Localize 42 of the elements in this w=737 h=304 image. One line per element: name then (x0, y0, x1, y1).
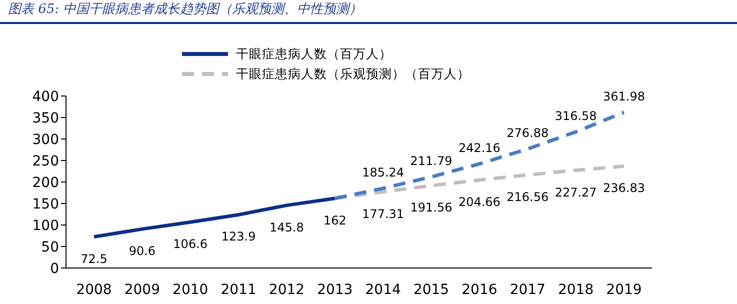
legend-label: 干眼症患病人数（百万人） (236, 46, 392, 62)
data-label: 191.56 (410, 200, 452, 215)
data-label: 185.24 (362, 165, 404, 180)
y-tick-label: 200 (32, 174, 59, 191)
data-label: 242.16 (458, 140, 500, 155)
y-tick-label: 400 (32, 88, 59, 105)
data-label: 211.79 (410, 154, 452, 168)
legend-label: 干眼症患病人数（乐观预测）（百万人） (236, 66, 470, 82)
data-label: 162 (323, 213, 346, 228)
data-label: 106.6 (173, 237, 208, 252)
y-tick-label: 350 (32, 110, 59, 126)
y-tick-label: 100 (32, 218, 59, 234)
x-tick-label: 2018 (558, 282, 594, 298)
data-label: 123.9 (221, 230, 256, 244)
x-tick-label: 2012 (268, 282, 305, 298)
x-tick-label: 2008 (76, 282, 112, 298)
y-tick-label: 150 (32, 196, 59, 212)
y-tick-label: 250 (32, 153, 59, 170)
data-label: 236.83 (603, 181, 645, 196)
x-tick-label: 2011 (220, 282, 256, 298)
data-label: 276.88 (506, 126, 549, 140)
y-tick-label: 0 (50, 260, 59, 277)
data-label: 90.6 (128, 244, 156, 258)
x-tick-label: 2013 (317, 282, 353, 298)
x-tick-label: 2009 (124, 282, 160, 298)
y-tick-label: 50 (41, 239, 59, 256)
data-label: 227.27 (554, 185, 597, 200)
y-tick-label: 300 (32, 132, 59, 148)
x-tick-label: 2010 (172, 282, 208, 298)
chart-title: 图表 65: 中国干眼病患者成长趋势图（乐观预测、中性预测） (8, 1, 362, 18)
x-tick-label: 2014 (365, 282, 401, 298)
data-label: 177.31 (362, 206, 404, 221)
data-label: 145.8 (270, 220, 304, 234)
data-label: 72.5 (80, 252, 108, 266)
data-label: 216.56 (506, 190, 549, 204)
data-label: 361.98 (603, 89, 645, 104)
x-tick-label: 2017 (510, 282, 546, 298)
data-label: 204.66 (458, 194, 500, 209)
x-tick-label: 2015 (413, 282, 450, 298)
x-tick-label: 2019 (606, 282, 642, 298)
data-label: 316.58 (554, 108, 597, 123)
x-tick-label: 2016 (462, 282, 498, 298)
